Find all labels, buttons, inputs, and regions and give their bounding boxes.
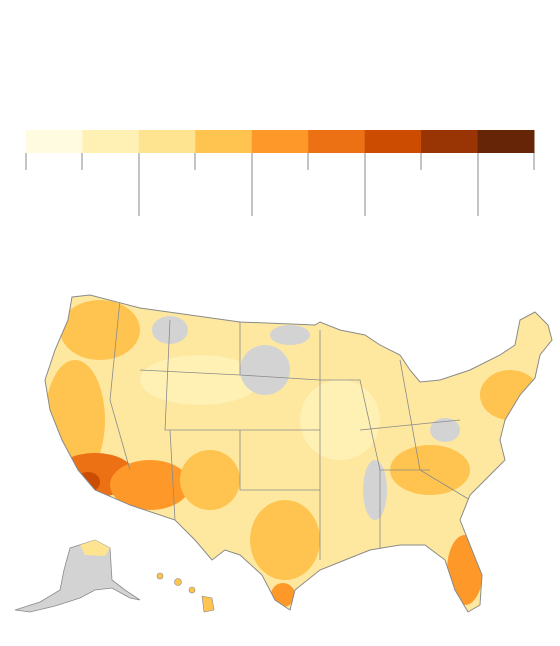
- legend-swatch: [138, 130, 196, 153]
- state-borders: [109, 299, 471, 560]
- legend: [26, 130, 535, 153]
- legend-swatch: [251, 130, 309, 153]
- alaska: [14, 539, 141, 613]
- county-fill: [140, 355, 260, 405]
- island: [174, 578, 182, 586]
- legend-swatch: [477, 130, 535, 153]
- hawaii: [156, 572, 215, 613]
- county-fill: [110, 460, 190, 510]
- county-fill: [180, 450, 240, 510]
- legend-swatch: [82, 130, 140, 153]
- legend-swatch: [421, 130, 479, 153]
- no-data: [152, 316, 188, 344]
- legend-swatch: [26, 130, 83, 153]
- island: [188, 586, 196, 594]
- no-data: [270, 325, 310, 345]
- no-data: [363, 460, 387, 520]
- county-fill: [447, 535, 483, 605]
- island: [201, 595, 215, 613]
- contiguous-us: [45, 295, 552, 612]
- county-fill: [60, 300, 140, 360]
- no-data: [430, 418, 460, 442]
- legend-swatch: [364, 130, 422, 153]
- county-fill: [250, 500, 320, 580]
- legend-swatch: [308, 130, 366, 153]
- legend-ticks: [25, 153, 535, 216]
- us-outline: [44, 294, 553, 613]
- island: [156, 572, 164, 580]
- county-fill: [300, 380, 380, 460]
- alaska-county: [80, 540, 110, 556]
- legend-swatch: [195, 130, 253, 153]
- no-data: [240, 345, 290, 395]
